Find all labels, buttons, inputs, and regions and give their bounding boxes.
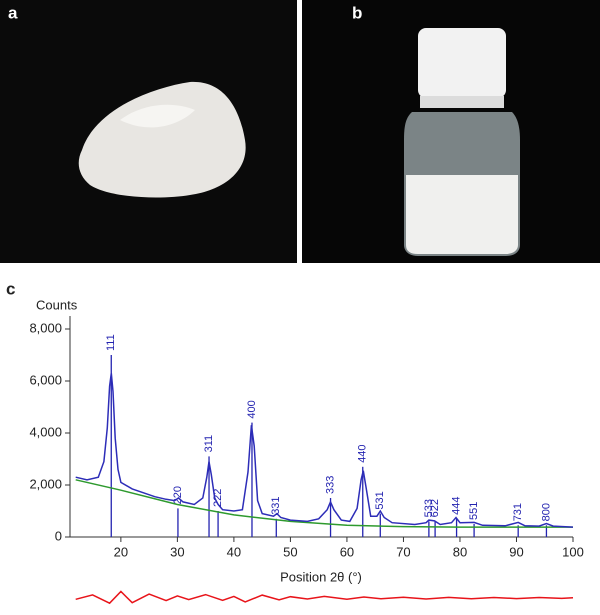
- reflection-label: 222: [212, 489, 224, 507]
- x-tick-label: 40: [227, 544, 241, 559]
- x-tick-label: 70: [396, 544, 410, 559]
- bottle-cap: [418, 28, 506, 98]
- reflection-label: 533: [423, 499, 435, 517]
- y-tick-label: 8,000: [29, 320, 62, 335]
- reflection-label: 333: [324, 476, 336, 494]
- x-tick-label: 30: [170, 544, 184, 559]
- x-axis-label: Position 2θ (°): [280, 569, 362, 584]
- reflection-label: 440: [357, 444, 369, 462]
- y-tick-label: 0: [55, 528, 62, 543]
- powder: [78, 81, 246, 198]
- x-tick-label: 50: [283, 544, 297, 559]
- residual-line: [75, 590, 574, 605]
- x-tick-label: 90: [509, 544, 523, 559]
- x-tick-label: 100: [562, 544, 584, 559]
- reflection-label: 311: [203, 435, 215, 453]
- reflection-label: 531: [374, 491, 386, 509]
- reflection-label: 331: [270, 496, 282, 514]
- x-tick-label: 80: [453, 544, 467, 559]
- series-line: [75, 479, 573, 528]
- reflection-label: 444: [450, 496, 462, 514]
- panel-label: c: [6, 279, 15, 298]
- bottle-liquid: [406, 175, 518, 254]
- panel-label: b: [352, 3, 362, 22]
- panel-label: a: [8, 3, 18, 22]
- reflection-label: 400: [246, 400, 258, 418]
- series-line: [75, 373, 574, 528]
- y-tick-label: 4,000: [29, 424, 62, 439]
- x-tick-label: 60: [340, 544, 354, 559]
- reflection-label: 111: [105, 334, 117, 351]
- reflection-label: 622: [429, 499, 441, 517]
- y-tick-label: 6,000: [29, 372, 62, 387]
- y-axis-label: Counts: [36, 297, 78, 312]
- plot: 0 2,000 4,000 6,000 8,000 20 30 40 50 60 70 80 90 100…: [29, 316, 584, 605]
- reflection-label: 731: [512, 503, 524, 521]
- bottle-neck: [420, 96, 504, 108]
- y-tick-label: 2,000: [29, 476, 62, 491]
- reflection-label: 551: [468, 502, 480, 520]
- x-tick-label: 20: [114, 544, 128, 559]
- reflection-label: 800: [540, 503, 552, 521]
- powder-highlight: [120, 104, 195, 128]
